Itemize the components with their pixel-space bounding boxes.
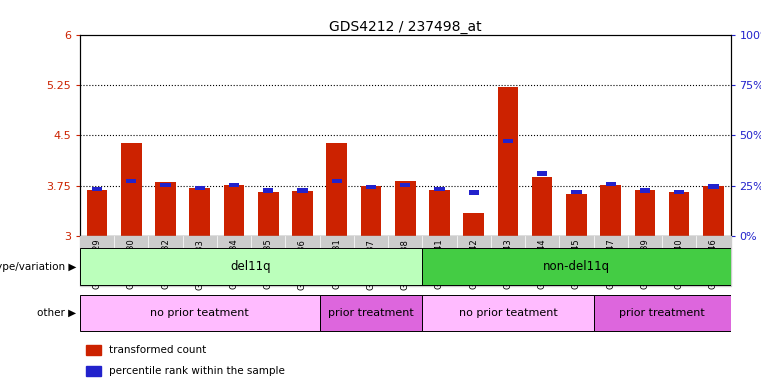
Bar	[263, 188, 273, 193]
Bar	[600, 185, 621, 236]
Text: prior treatment: prior treatment	[619, 308, 705, 318]
Bar	[361, 186, 381, 236]
Bar	[572, 190, 581, 194]
Bar	[195, 185, 205, 190]
Bar	[80, 295, 320, 331]
Bar	[326, 144, 347, 236]
Text: other ▶: other ▶	[37, 308, 76, 318]
Bar	[80, 248, 422, 285]
Bar	[498, 87, 518, 236]
Text: GSM652239: GSM652239	[641, 239, 649, 290]
Text: genotype/variation ▶: genotype/variation ▶	[0, 262, 76, 272]
Bar	[669, 192, 689, 236]
Bar	[463, 214, 484, 236]
Bar	[566, 195, 587, 236]
Text: GSM652232: GSM652232	[161, 239, 170, 290]
Text: prior treatment: prior treatment	[328, 308, 414, 318]
Text: GSM652231: GSM652231	[333, 239, 341, 290]
Bar	[537, 171, 547, 176]
Text: non-del11q: non-del11q	[543, 260, 610, 273]
Text: GSM652229: GSM652229	[93, 239, 101, 289]
Bar	[674, 190, 684, 194]
Text: GSM652238: GSM652238	[401, 239, 409, 290]
Bar	[155, 182, 176, 236]
Bar	[320, 295, 422, 331]
Bar	[503, 139, 513, 143]
Bar	[80, 236, 731, 286]
Bar	[258, 192, 279, 236]
Bar	[87, 190, 107, 236]
Bar	[395, 181, 416, 236]
Bar	[703, 187, 724, 236]
Bar	[435, 187, 444, 191]
Bar	[366, 185, 376, 189]
Text: del11q: del11q	[231, 260, 272, 273]
Bar	[298, 188, 307, 193]
Text: no prior teatment: no prior teatment	[459, 308, 557, 318]
Bar	[594, 295, 731, 331]
Text: GSM652237: GSM652237	[367, 239, 375, 290]
Bar	[292, 191, 313, 236]
Bar	[422, 295, 594, 331]
Bar	[708, 184, 718, 189]
Text: GSM652242: GSM652242	[470, 239, 478, 289]
Bar	[87, 366, 100, 376]
Bar	[635, 190, 655, 236]
Title: GDS4212 / 237498_at: GDS4212 / 237498_at	[329, 20, 482, 33]
Text: GSM652234: GSM652234	[230, 239, 238, 290]
Text: GSM652247: GSM652247	[607, 239, 615, 290]
Text: transformed count: transformed count	[109, 345, 206, 355]
Bar	[121, 144, 142, 236]
Text: GSM652246: GSM652246	[709, 239, 718, 290]
Text: GSM652243: GSM652243	[504, 239, 512, 290]
Bar	[87, 345, 100, 355]
Bar	[469, 190, 479, 195]
Bar	[400, 183, 410, 187]
Bar	[224, 185, 244, 236]
Bar	[92, 187, 102, 191]
Text: no prior teatment: no prior teatment	[151, 308, 249, 318]
Bar	[126, 179, 136, 183]
Bar	[422, 248, 731, 285]
Bar	[332, 179, 342, 183]
Bar	[161, 183, 170, 187]
Text: GSM652230: GSM652230	[127, 239, 135, 290]
Text: GSM652241: GSM652241	[435, 239, 444, 289]
Text: percentile rank within the sample: percentile rank within the sample	[109, 366, 285, 376]
Bar	[532, 177, 552, 236]
Text: GSM652236: GSM652236	[298, 239, 307, 290]
Text: GSM652235: GSM652235	[264, 239, 272, 290]
Bar	[229, 183, 239, 187]
Bar	[640, 188, 650, 193]
Text: GSM652240: GSM652240	[675, 239, 683, 289]
Text: GSM652245: GSM652245	[572, 239, 581, 289]
Text: GSM652244: GSM652244	[538, 239, 546, 289]
Text: GSM652233: GSM652233	[196, 239, 204, 290]
Bar	[189, 188, 210, 236]
Bar	[606, 182, 616, 186]
Bar	[429, 190, 450, 236]
